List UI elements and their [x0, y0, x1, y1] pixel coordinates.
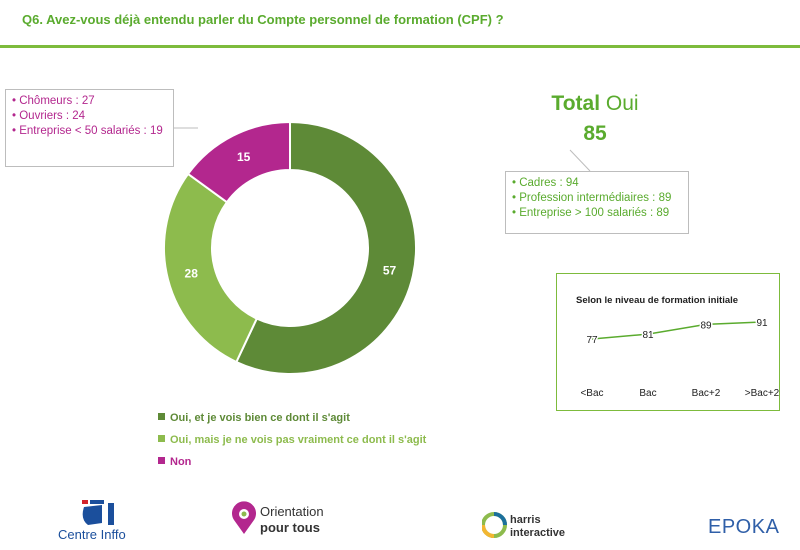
epoka-text: EPOKA [708, 516, 780, 538]
harris-interactive-logo: harris interactive [482, 512, 565, 539]
total-oui-label: Total Oui [500, 92, 690, 116]
legend-label: Oui, mais je ne vois pas vraiment ce don… [170, 434, 427, 446]
education-category-label: <Bac [580, 388, 603, 399]
harris-text-line1: harris [510, 514, 541, 526]
legend-item: Oui, et je vois bien ce dont il s'agit [158, 412, 350, 424]
education-category-label: Bac [639, 388, 656, 399]
callout-right-item: Entreprise > 100 salariés : 89 [512, 206, 682, 221]
callout-non-breakdown: Chômeurs : 27 Ouvriers : 24 Entreprise <… [5, 89, 174, 167]
legend-swatch [158, 413, 165, 420]
callout-left-item: Chômeurs : 27 [12, 94, 167, 109]
centre-inffo-logo: Centre Inffo [58, 500, 126, 542]
total-oui-value: 85 [583, 122, 607, 145]
harris-text-line2: interactive [510, 527, 565, 539]
orientation-text-line1: Orientation [260, 504, 324, 519]
education-data-label: 91 [756, 318, 768, 329]
orientation-text-line2: pour tous [260, 520, 320, 535]
total-word: Total [551, 92, 601, 115]
education-category-label: >Bac+2 [745, 388, 780, 399]
education-chart-frame [556, 273, 780, 411]
legend-label: Non [170, 456, 192, 468]
oui-word: Oui [605, 92, 639, 115]
donut-slice [163, 172, 259, 364]
legend-swatch [158, 435, 165, 442]
donut-slice [235, 120, 417, 375]
centre-inffo-text: Centre Inffo [58, 527, 126, 542]
education-data-label: 77 [586, 335, 598, 346]
education-data-label: 81 [642, 330, 654, 341]
question-title: Q6. Avez-vous déjà entendu parler du Com… [22, 12, 504, 27]
education-chart-title: Selon le niveau de formation initiale [576, 295, 739, 306]
orientation-pour-tous-logo: Orientation pour tous [232, 501, 324, 535]
legend-item: Oui, mais je ne vois pas vraiment ce don… [158, 434, 426, 446]
callout-left-item: Ouvriers : 24 [12, 109, 167, 124]
epoka-logo: EPOKA [708, 516, 780, 538]
callout-oui-breakdown: Cadres : 94 Profession intermédiaires : … [505, 171, 689, 234]
legend-label: Oui, et je vois bien ce dont il s'agit [170, 412, 350, 424]
legend-swatch [158, 457, 165, 464]
callout-right-item: Profession intermédiaires : 89 [512, 191, 682, 206]
header-divider [0, 45, 800, 48]
education-category-label: Bac+2 [692, 388, 721, 399]
legend-item: Non [158, 456, 191, 468]
education-series-line [591, 321, 763, 340]
callout-right-item: Cadres : 94 [512, 176, 682, 191]
education-data-label: 89 [700, 320, 712, 331]
donut-slice [186, 120, 291, 204]
callout-left-item: Entreprise < 50 salariés : 19 [12, 124, 167, 139]
